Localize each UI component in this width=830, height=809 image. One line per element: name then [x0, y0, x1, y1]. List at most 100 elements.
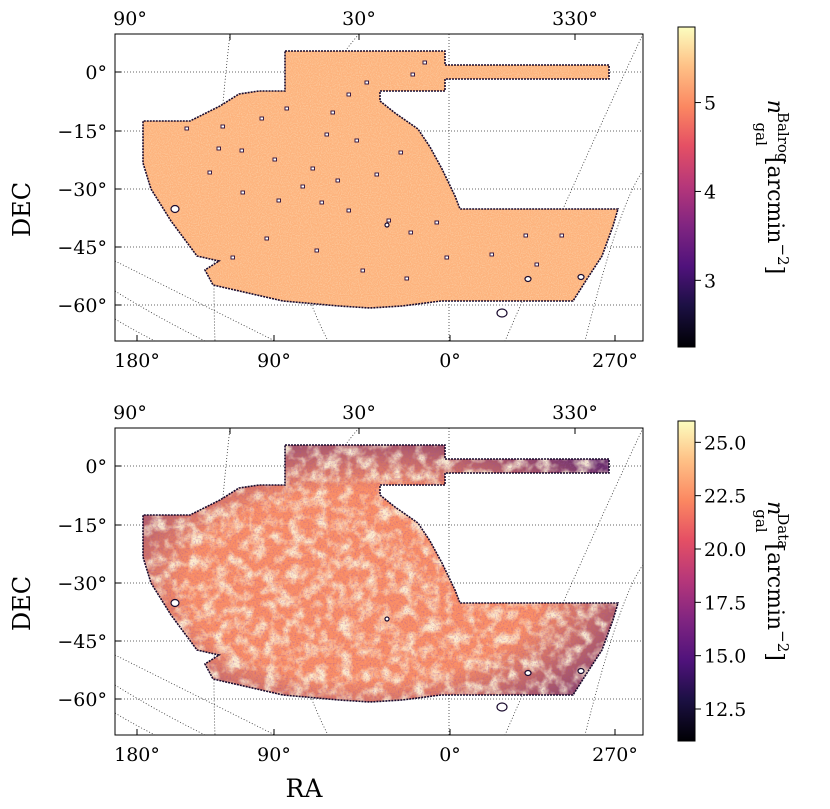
- masked-hole: [559, 233, 564, 238]
- masked-hole: [346, 208, 351, 213]
- dec-tick-label: −60°: [57, 689, 107, 711]
- footprint-edge: [142, 50, 620, 309]
- ra-bottom-tick-label: 90°: [257, 744, 291, 766]
- masked-hole: [360, 268, 365, 273]
- plot-frame: [114, 33, 644, 342]
- colorbar: 3 4 5 nBalroggal [arcmin−2]: [677, 26, 792, 348]
- masked-region: [524, 275, 532, 283]
- plot-frame: [114, 427, 644, 736]
- ra-bottom-tick-label: 270°: [592, 744, 638, 766]
- masked-hole: [207, 170, 212, 175]
- masked-hole: [346, 92, 351, 97]
- colorbar-tick-label: 3: [704, 270, 716, 292]
- graticule-sweep: [584, 564, 643, 735]
- masked-holes: [170, 60, 585, 318]
- ra-top-tick-label: 30°: [342, 402, 376, 424]
- colorbar-tick-label: 12.5: [704, 699, 746, 721]
- masked-hole: [324, 132, 329, 137]
- graticule-sweep: [115, 290, 206, 341]
- masked-hole: [264, 236, 269, 241]
- map-panel-1: 90° 30° 330° 180° 90° 0° 270° 0° −15° −30° −45° −60…: [8, 8, 792, 372]
- masked-region: [170, 598, 180, 608]
- masked-hole: [410, 72, 415, 77]
- colorbar-gradient: [677, 420, 696, 742]
- masked-hole: [310, 166, 315, 171]
- masked-hole: [220, 124, 225, 129]
- map-panel-2: 90° 30° 330° 180° 90° 0° 270° 0° −15° −30° −45° −60…: [8, 402, 792, 803]
- colorbar-label: nDatagal [arcmin−2]: [752, 501, 792, 661]
- masked-region: [577, 273, 585, 281]
- masked-hole: [276, 198, 281, 203]
- masked-hole: [374, 172, 379, 177]
- ra-top-tick-label: 30°: [342, 8, 376, 30]
- ra-top-tick-label: 90°: [113, 402, 147, 424]
- dec-tick-label: 0°: [85, 62, 107, 84]
- masked-hole: [523, 233, 528, 238]
- dec-tick-label: 0°: [85, 456, 107, 478]
- density-fine-texture: [143, 445, 618, 702]
- masked-region: [384, 616, 390, 622]
- masked-hole: [239, 148, 244, 153]
- y-axis-label: DEC: [8, 182, 36, 237]
- dec-tick-label: −15°: [57, 515, 107, 537]
- dec-tick-label: −30°: [57, 179, 107, 201]
- graticule-sweep: [115, 260, 276, 341]
- masked-hole: [284, 106, 289, 111]
- masked-hole: [534, 262, 539, 267]
- dec-tick-label: −45°: [57, 631, 107, 653]
- colorbar: 12.5 15.0 17.5 20.0 22.5 25.0 nDatagal [arcmin…: [677, 420, 792, 742]
- masked-hole: [434, 220, 439, 225]
- graticule-sweep: [115, 318, 156, 341]
- masked-hole: [354, 138, 359, 143]
- colorbar-tick-label: 20.0: [704, 539, 746, 561]
- colorbar-tick-label: 22.5: [704, 486, 746, 508]
- dec-tick-label: −15°: [57, 121, 107, 143]
- graticule-sweep: [115, 712, 156, 735]
- masked-region: [170, 204, 180, 214]
- masked-hole: [398, 150, 403, 155]
- masked-hole: [444, 255, 449, 260]
- masked-holes: [170, 598, 585, 712]
- dec-tick-label: −60°: [57, 295, 107, 317]
- y-axis-label: DEC: [8, 576, 36, 631]
- masked-hole: [230, 255, 235, 260]
- colorbar-tick-label: 5: [704, 93, 716, 115]
- dec-tick-label: −30°: [57, 573, 107, 595]
- colorbar-gradient: [677, 26, 696, 348]
- ra-bottom-tick-label: 270°: [592, 350, 638, 372]
- colorbar-tick-label: 4: [704, 181, 716, 203]
- colorbar-label: nBalroggal [arcmin−2]: [752, 100, 792, 274]
- x-axis-label: RA: [286, 774, 324, 803]
- masked-hole: [184, 126, 189, 131]
- masked-hole: [259, 116, 264, 121]
- masked-region: [496, 702, 508, 712]
- masked-hole: [216, 146, 221, 151]
- masked-hole: [300, 184, 305, 189]
- masked-hole: [319, 200, 324, 205]
- masked-region: [524, 669, 532, 677]
- masked-hole: [272, 157, 277, 162]
- ra-top-tick-label: 330°: [552, 402, 598, 424]
- ra-bottom-tick-label: 90°: [257, 350, 291, 372]
- colorbar-tick-label: 17.5: [704, 592, 746, 614]
- masked-hole: [404, 276, 409, 281]
- masked-hole: [408, 230, 413, 235]
- colorbar-tick-label: 25.0: [704, 432, 746, 454]
- dec-tick-label: −45°: [57, 237, 107, 259]
- masked-region: [384, 222, 390, 228]
- survey-footprint: [142, 50, 620, 318]
- masked-hole: [240, 190, 245, 195]
- survey-footprint: [142, 444, 620, 712]
- masked-hole: [330, 110, 335, 115]
- footprint-edge: [142, 444, 620, 703]
- density-texture: [143, 51, 618, 308]
- ra-bottom-tick-label: 180°: [114, 744, 160, 766]
- ra-bottom-tick-label: 0°: [439, 744, 461, 766]
- masked-region: [577, 667, 585, 675]
- masked-hole: [314, 248, 319, 253]
- masked-hole: [422, 60, 427, 65]
- ra-top-tick-label: 90°: [113, 8, 147, 30]
- colorbar-tick-label: 15.0: [704, 646, 746, 668]
- ra-bottom-tick-label: 0°: [439, 350, 461, 372]
